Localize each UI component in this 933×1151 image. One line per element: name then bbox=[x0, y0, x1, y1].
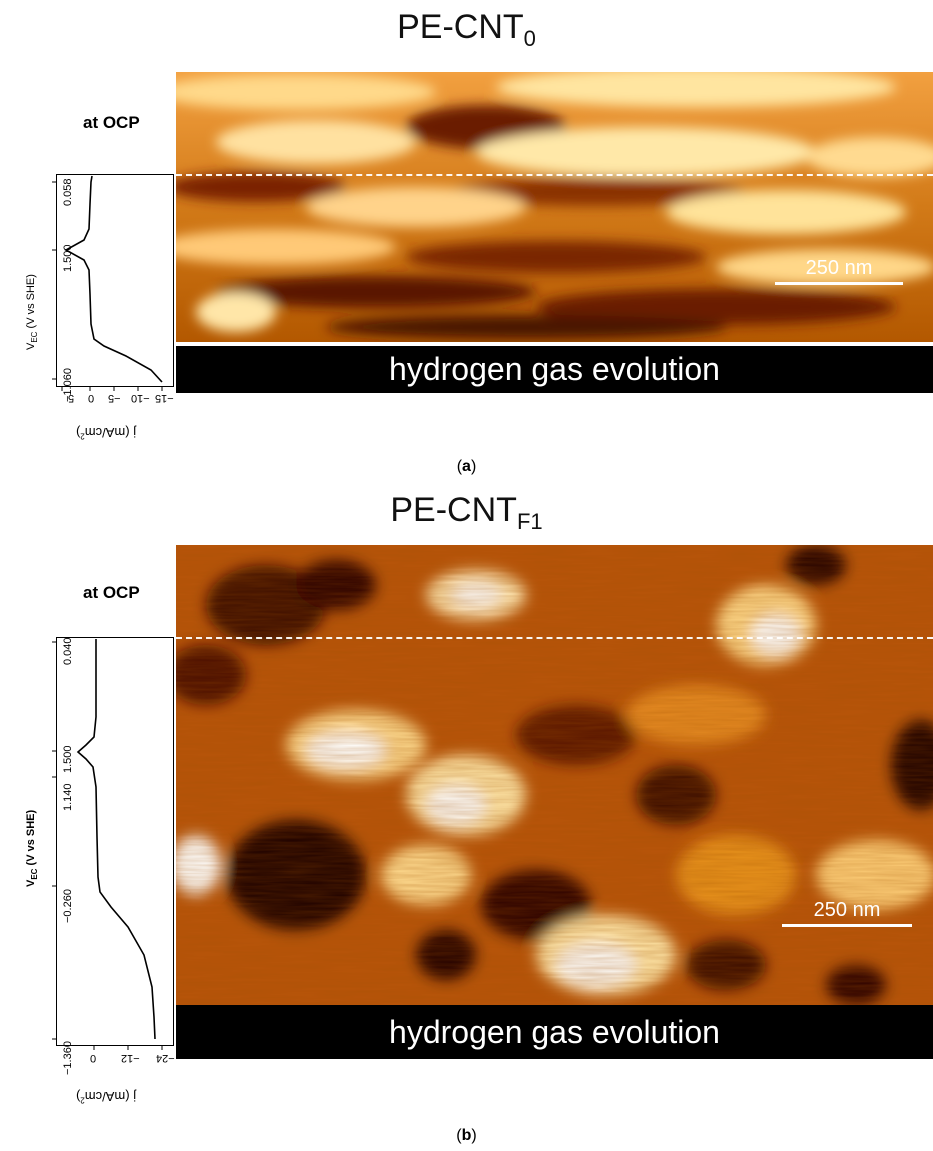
cv-plot-a bbox=[52, 174, 176, 391]
afm-image-a bbox=[176, 72, 933, 342]
hydrogen-bar-b: hydrogen gas evolution bbox=[176, 1005, 933, 1059]
caption-a: (a) bbox=[456, 458, 477, 475]
ytick-b-4: −1.360 bbox=[62, 1041, 74, 1075]
xtick-a-0: 5 bbox=[68, 392, 75, 404]
panel-a-title: PE-CNT0 bbox=[397, 8, 536, 51]
ytick-a-1: 1.500 bbox=[62, 244, 74, 272]
scale-bar-b-line bbox=[782, 924, 912, 927]
ylabel-a: VEC (V vs SHE) bbox=[25, 274, 40, 350]
ylabel-b: VEC (V vs SHE) bbox=[25, 809, 40, 887]
hydrogen-bar-a: hydrogen gas evolution bbox=[176, 346, 933, 393]
xtick-b-0: 0 bbox=[90, 1052, 97, 1064]
scale-bar-b-label: 250 nm bbox=[813, 899, 881, 921]
scale-bar-b: 250 nm bbox=[782, 899, 912, 927]
ytick-b-3: −0.260 bbox=[62, 889, 74, 923]
xlabel-a: j (mA/cm2) bbox=[76, 425, 137, 441]
xtick-b-2: −24 bbox=[156, 1052, 175, 1064]
ytick-b-2: 1.140 bbox=[62, 783, 74, 811]
caption-b: (b) bbox=[456, 1127, 477, 1144]
dashed-line-a bbox=[176, 174, 933, 176]
cv-plot-b bbox=[52, 637, 176, 1050]
xlabel-b: j (mA/cm2) bbox=[76, 1089, 137, 1105]
scale-bar-a-label: 250 nm bbox=[805, 257, 873, 279]
xtick-a-4: −15 bbox=[155, 392, 174, 404]
dashed-line-b bbox=[176, 637, 933, 639]
ytick-b-0: 0.040 bbox=[62, 637, 74, 665]
xtick-a-3: −10 bbox=[131, 392, 150, 404]
ocp-label: at OCP bbox=[83, 583, 140, 602]
scale-bar-a-line bbox=[775, 282, 903, 285]
ocp-label: at OCP bbox=[83, 113, 140, 132]
panel-a: PE-CNT0 at OCP 0.058 1.500 −1.060 VEC (V… bbox=[0, 0, 933, 480]
scale-bar-a: 250 nm bbox=[775, 257, 903, 285]
panel-b-title: PE-CNTF1 bbox=[390, 491, 543, 534]
ytick-b-1: 1.500 bbox=[62, 745, 74, 773]
panel-b: PE-CNTF1 at OCP 0.040 1.500 1.140 −0.260… bbox=[0, 487, 933, 1151]
xtick-b-1: −12 bbox=[121, 1052, 140, 1064]
ytick-a-0: 0.058 bbox=[62, 178, 74, 206]
afm-image-b bbox=[176, 545, 933, 1005]
xtick-a-1: 0 bbox=[88, 392, 95, 404]
xtick-a-2: −5 bbox=[108, 392, 121, 404]
